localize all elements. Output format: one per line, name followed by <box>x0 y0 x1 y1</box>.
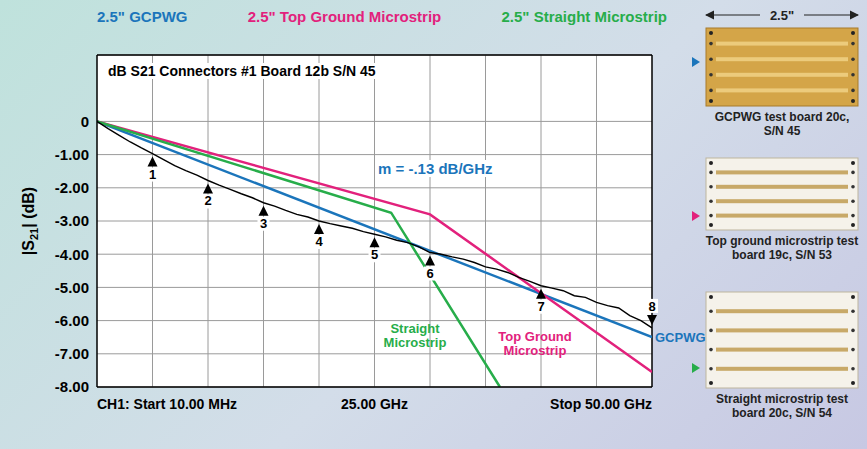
html-text:m = -.13 dB/GHz: m = -.13 dB/GHz <box>378 160 493 177</box>
svg-text:6: 6 <box>426 266 433 281</box>
html-text:2.5" Straight Microstrip: 2.5" Straight Microstrip <box>501 8 667 25</box>
html-text:21: 21 <box>28 227 41 240</box>
html-text:2.5" Top Ground Microstrip: 2.5" Top Ground Microstrip <box>247 8 442 25</box>
svg-text:2: 2 <box>204 193 211 208</box>
svg-text:3: 3 <box>260 216 267 231</box>
svg-text:7: 7 <box>537 299 544 314</box>
svg-text:5: 5 <box>371 247 378 262</box>
html-text:Top ground microstrip test boa: Top ground microstrip test board 19c, S/… <box>705 234 859 262</box>
svg-text:25.00 GHz: 25.00 GHz <box>341 396 408 412</box>
html-text:Straight: Straight <box>390 321 440 336</box>
html-text:GCPWG: GCPWG <box>655 330 706 345</box>
svg-text:-1.00: -1.00 <box>55 146 89 163</box>
svg-text:-7.00: -7.00 <box>55 345 89 362</box>
html-text:Microstrip: Microstrip <box>383 335 447 350</box>
svg-text:4: 4 <box>315 234 323 249</box>
svg-text:-5.00: -5.00 <box>55 279 89 296</box>
svg-text:-2.00: -2.00 <box>55 179 89 196</box>
svg-text:-6.00: -6.00 <box>55 312 89 329</box>
svg-text:-4.00: -4.00 <box>55 246 89 263</box>
svg-text:Stop 50.00 GHz: Stop 50.00 GHz <box>550 396 652 412</box>
html-text:2.5" GCPWG: 2.5" GCPWG <box>97 8 188 25</box>
svg-text:8: 8 <box>648 299 655 314</box>
html-text:GCPWG test board 20c, S/N 45: GCPWG test board 20c, S/N 45 <box>714 110 850 138</box>
html-text:|S: |S <box>19 240 37 256</box>
svg-text:-8.00: -8.00 <box>55 378 89 395</box>
html-text:dB S21 Connectors #1 Board 12b: dB S21 Connectors #1 Board 12b S/N 45 <box>108 63 376 79</box>
svg-text:2.5": 2.5" <box>770 8 794 23</box>
svg-text:-3.00: -3.00 <box>55 212 89 229</box>
svg-text:CH1: Start 10.00 MHz: CH1: Start 10.00 MHz <box>97 396 237 412</box>
html-text:Straight microstrip test board: Straight microstrip test board 20c, S/N … <box>716 392 848 420</box>
html-text:Microstrip: Microstrip <box>503 343 567 358</box>
html-text:Top Ground: Top Ground <box>498 329 572 344</box>
html-text:| (dB): | (dB) <box>19 186 37 228</box>
svg-text:1: 1 <box>149 167 156 182</box>
svg-text:0: 0 <box>81 113 89 130</box>
